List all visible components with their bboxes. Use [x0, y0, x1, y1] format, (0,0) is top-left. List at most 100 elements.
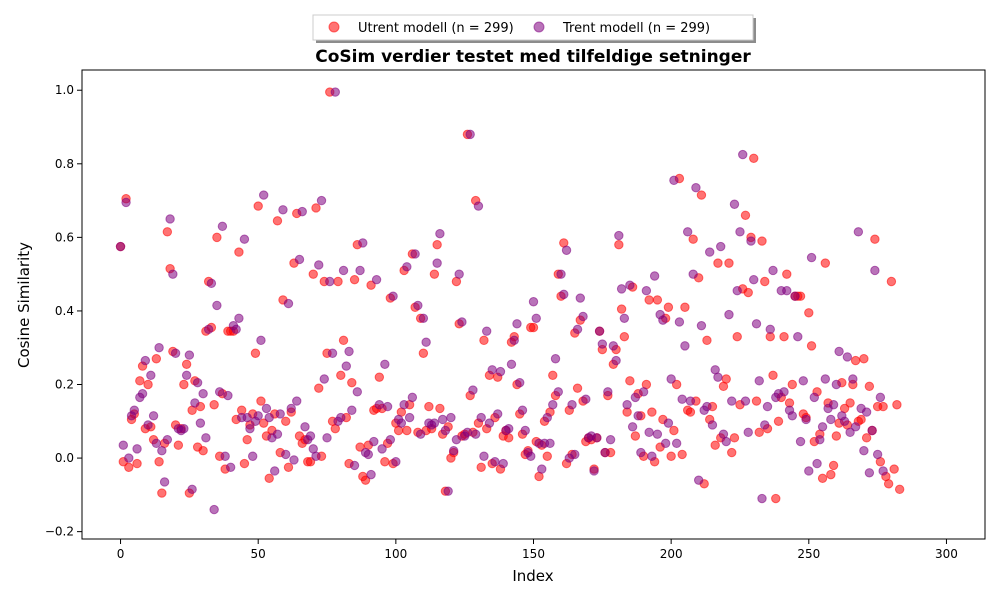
series-trent	[115, 87, 888, 515]
data-point	[209, 400, 219, 410]
data-point	[272, 216, 283, 226]
data-point	[556, 269, 566, 279]
data-point	[743, 427, 753, 438]
data-point	[259, 190, 269, 200]
data-point	[264, 473, 274, 484]
data-point	[716, 241, 726, 252]
data-point	[517, 405, 528, 415]
data-point	[369, 436, 379, 447]
data-point	[289, 455, 299, 465]
data-point	[435, 403, 445, 414]
data-point	[644, 427, 654, 438]
data-point	[173, 440, 184, 450]
data-point	[542, 412, 552, 423]
data-point	[146, 370, 156, 381]
data-point	[212, 300, 222, 311]
data-point	[336, 412, 346, 423]
data-point	[859, 354, 869, 364]
data-point	[779, 387, 789, 397]
data-point	[349, 274, 360, 285]
data-point	[850, 422, 861, 432]
data-point	[250, 348, 261, 358]
data-point	[476, 412, 486, 423]
data-point	[782, 286, 792, 296]
data-point	[239, 234, 250, 244]
data-point	[347, 377, 357, 388]
data-point	[528, 322, 539, 333]
data-point	[281, 416, 291, 426]
data-point	[336, 370, 346, 381]
data-point	[561, 245, 572, 255]
data-point	[410, 249, 420, 259]
data-point	[402, 262, 412, 272]
data-point	[619, 313, 630, 323]
data-point	[327, 348, 338, 358]
data-point	[815, 434, 825, 445]
data-point	[831, 431, 842, 441]
data-point	[845, 398, 855, 408]
data-point	[828, 460, 839, 471]
data-point	[311, 203, 321, 213]
data-point	[201, 433, 211, 443]
data-point	[121, 197, 131, 208]
data-point	[850, 355, 861, 366]
data-point	[614, 230, 624, 241]
data-point	[476, 462, 486, 472]
data-point	[355, 265, 365, 276]
data-point	[465, 129, 475, 140]
data-point	[239, 458, 250, 469]
data-point	[804, 308, 814, 318]
data-point	[338, 335, 349, 346]
x-tick-label: 200	[660, 547, 683, 561]
data-point	[300, 422, 310, 432]
data-point	[184, 350, 195, 360]
data-point	[820, 258, 831, 268]
data-point	[751, 396, 762, 406]
legend-label-utrent: Utrent modell (n = 299)	[358, 21, 514, 36]
data-point	[435, 228, 445, 239]
data-point	[402, 425, 412, 436]
data-point	[151, 438, 162, 449]
data-point	[550, 354, 561, 364]
data-point	[848, 374, 858, 384]
data-point	[333, 276, 343, 287]
data-point	[724, 258, 734, 268]
data-point	[707, 420, 718, 430]
data-point	[713, 258, 723, 268]
data-point	[124, 453, 134, 463]
data-point	[432, 240, 442, 250]
data-point	[396, 418, 407, 428]
y-tick-label: −0.2	[45, 525, 74, 539]
x-tick-label: 250	[797, 547, 820, 561]
data-point	[341, 361, 351, 371]
data-point	[559, 289, 569, 300]
data-point	[487, 365, 497, 375]
data-point	[234, 313, 244, 323]
data-point	[625, 376, 635, 386]
data-point	[223, 390, 233, 401]
data-point	[627, 422, 638, 432]
data-point	[509, 335, 519, 346]
data-point	[198, 446, 208, 456]
x-tick-label: 100	[384, 547, 407, 561]
data-point	[581, 394, 591, 404]
data-point	[641, 286, 652, 296]
data-point	[754, 376, 764, 386]
data-point	[270, 466, 280, 476]
data-point	[531, 313, 541, 323]
data-point	[671, 438, 682, 449]
data-point	[867, 425, 877, 436]
data-point	[360, 475, 371, 485]
data-point	[749, 153, 759, 163]
data-point	[198, 389, 208, 399]
y-tick-label: 0.8	[55, 157, 74, 171]
data-point	[760, 276, 770, 287]
data-point	[600, 447, 610, 458]
data-point	[801, 414, 811, 425]
data-point	[757, 236, 767, 246]
data-point	[187, 484, 197, 495]
data-point	[820, 374, 831, 384]
data-point	[589, 466, 599, 476]
data-point	[856, 414, 866, 425]
data-point	[512, 319, 522, 329]
